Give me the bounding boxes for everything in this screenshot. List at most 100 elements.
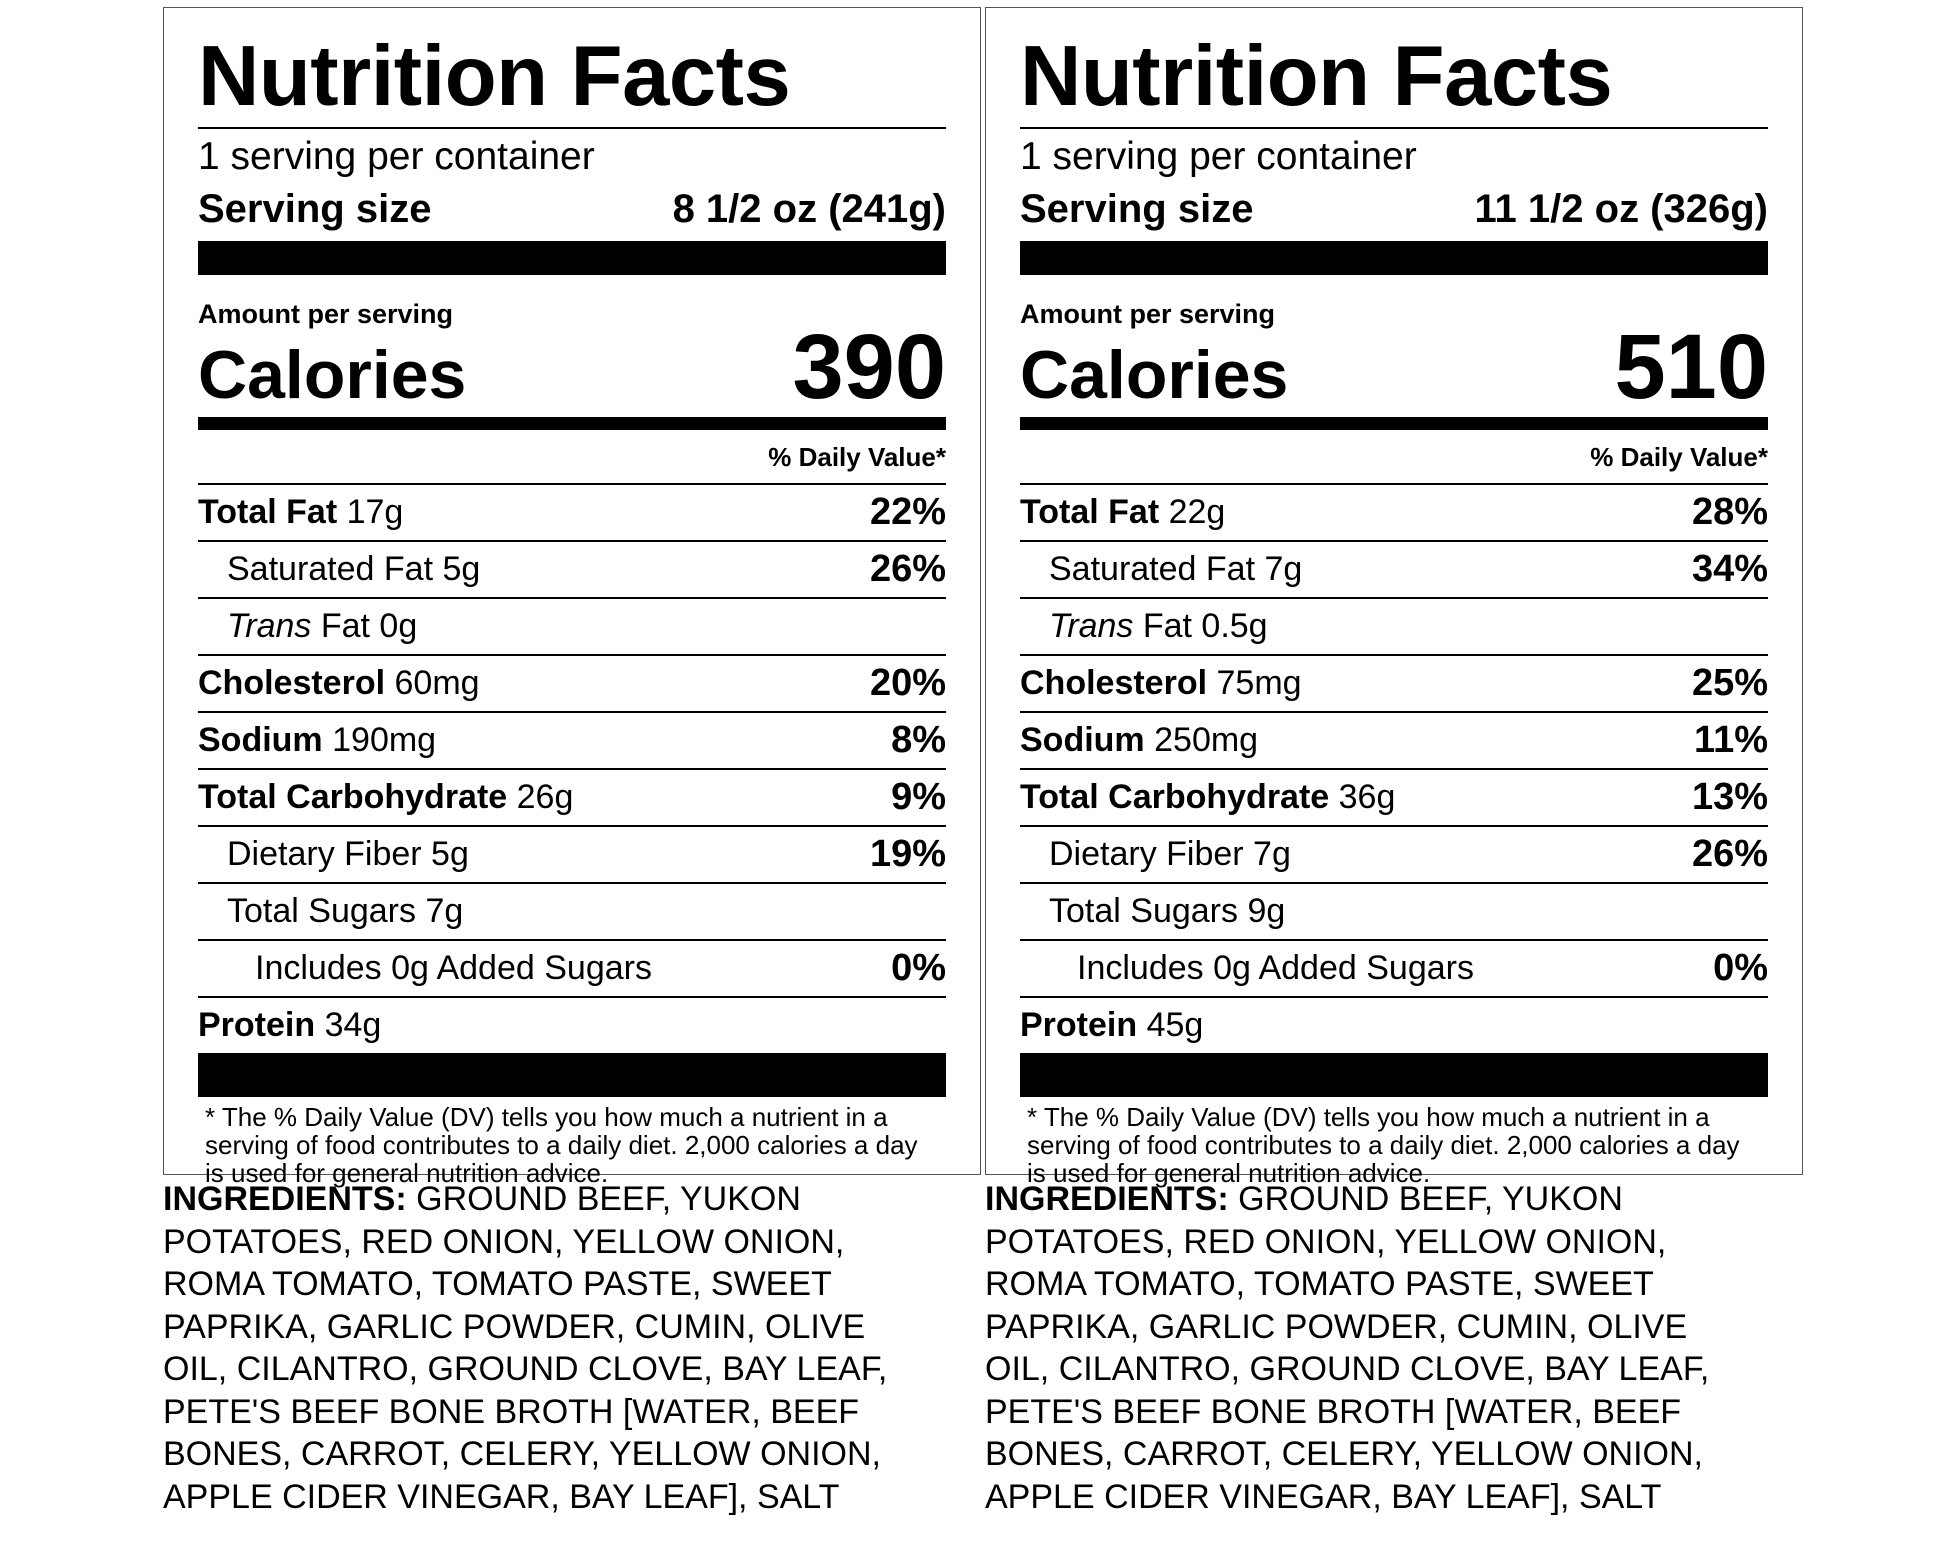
nutrient-dv: 25% (1691, 661, 1768, 704)
divider-bar (1020, 241, 1768, 275)
nutrition-panel-right: Nutrition Facts 1 serving per container … (985, 7, 1803, 1187)
nutrient-row-total-carbohydrate: Total Carbohydrate 26g 9% (198, 770, 946, 827)
servings-per-container: 1 serving per container (1020, 135, 1417, 178)
nutrient-amount: Fat 0g (320, 606, 418, 645)
nutrient-row-dietary-fiber: Dietary Fiber 7g 26% (1020, 827, 1768, 884)
nutrient-dv: 0% (1713, 946, 1768, 989)
nutrient-name: Protein (1020, 1005, 1138, 1044)
serving-size-row: Serving size 8 1/2 oz (241g) (198, 189, 946, 229)
divider-bar (198, 416, 946, 430)
nutrient-row-sodium: Sodium 250mg 11% (1020, 713, 1768, 770)
serving-size-value: 11 1/2 oz (326g) (1474, 187, 1768, 231)
nutrient-name: Total Sugars 9g (1049, 891, 1286, 930)
calories-row: Calories 390 (198, 316, 947, 418)
serving-size-label: Serving size (198, 187, 432, 231)
nutrient-dv: 28% (1691, 490, 1768, 533)
nutrient-amount: 36g (1338, 777, 1396, 816)
label-title: Nutrition Facts (1020, 34, 1768, 129)
divider-bar (198, 1052, 946, 1097)
nutrient-row-protein: Protein 45g (1020, 998, 1768, 1053)
nutrient-amount: 45g (1146, 1005, 1204, 1044)
calories-row: Calories 510 (1020, 316, 1769, 418)
nutrient-dv: 20% (869, 661, 946, 704)
nutrient-name: Total Sugars 7g (227, 891, 464, 930)
nutrient-name: Trans (1049, 606, 1134, 645)
nutrient-amount: 26g (516, 777, 574, 816)
label-title: Nutrition Facts (198, 34, 946, 129)
ingredients-list: INGREDIENTS: GROUND BEEF, YUKON POTATOES… (163, 1178, 903, 1518)
nutrition-label: Nutrition Facts 1 serving per container … (1020, 34, 1768, 1187)
calories-value: 510 (1614, 316, 1769, 418)
calories-value: 390 (792, 316, 947, 418)
nutrient-name: Total Carbohydrate (1020, 777, 1330, 816)
nutrient-name: Cholesterol (1020, 663, 1208, 702)
daily-value-header: % Daily Value* (198, 430, 946, 485)
nutrient-row-added-sugars: Includes 0g Added Sugars 0% (1020, 941, 1768, 998)
nutrient-row-cholesterol: Cholesterol 75mg 25% (1020, 656, 1768, 713)
nutrient-name: Protein (198, 1005, 316, 1044)
nutrient-row-saturated-fat: Saturated Fat 7g 34% (1020, 542, 1768, 599)
ingredients-text: GROUND BEEF, YUKON POTATOES, RED ONION, … (163, 1180, 888, 1516)
amount-per-serving: Amount per serving (1020, 299, 1276, 329)
nutrient-dv: 34% (1691, 547, 1768, 590)
nutrient-row-total-carbohydrate: Total Carbohydrate 36g 13% (1020, 770, 1768, 827)
nutrient-amount: 34g (324, 1005, 382, 1044)
nutrient-row-total-fat: Total Fat 17g 22% (198, 485, 946, 542)
serving-size-row: Serving size 11 1/2 oz (326g) (1020, 189, 1768, 229)
nutrient-amount: 75mg (1216, 663, 1302, 702)
nutrient-name: Trans (227, 606, 312, 645)
nutrient-row-protein: Protein 34g (198, 998, 946, 1053)
nutrient-dv: 9% (891, 775, 946, 818)
ingredients-list: INGREDIENTS: GROUND BEEF, YUKON POTATOES… (985, 1178, 1725, 1518)
nutrient-row-dietary-fiber: Dietary Fiber 5g 19% (198, 827, 946, 884)
nutrient-amount: 22g (1168, 492, 1226, 531)
nutrient-name: Total Fat (198, 492, 338, 531)
nutrient-name: Saturated Fat 5g (227, 549, 481, 588)
serving-size-value: 8 1/2 oz (241g) (672, 187, 946, 231)
nutrient-amount: 190mg (332, 720, 437, 759)
nutrient-name: Sodium (198, 720, 323, 759)
nutrition-panel-left: Nutrition Facts 1 serving per container … (163, 7, 981, 1187)
nutrient-dv: 26% (869, 547, 946, 590)
ingredients-label: INGREDIENTS: (985, 1180, 1229, 1218)
amount-per-serving: Amount per serving (198, 299, 454, 329)
nutrient-row-total-fat: Total Fat 22g 28% (1020, 485, 1768, 542)
nutrient-row-sodium: Sodium 190mg 8% (198, 713, 946, 770)
nutrient-row-added-sugars: Includes 0g Added Sugars 0% (198, 941, 946, 998)
nutrient-amount: 250mg (1154, 720, 1259, 759)
servings-per-container: 1 serving per container (198, 135, 595, 178)
divider-bar (198, 241, 946, 275)
nutrient-row-saturated-fat: Saturated Fat 5g 26% (198, 542, 946, 599)
nutrient-name: Total Carbohydrate (198, 777, 508, 816)
nutrient-name: Dietary Fiber 7g (1049, 834, 1291, 873)
nutrient-dv: 8% (891, 718, 946, 761)
nutrient-name: Cholesterol (198, 663, 386, 702)
nutrient-row-cholesterol: Cholesterol 60mg 20% (198, 656, 946, 713)
nutrient-dv: 26% (1691, 832, 1768, 875)
nutrient-dv: 0% (891, 946, 946, 989)
calories-label: Calories (1020, 336, 1289, 413)
nutrient-amount: 17g (346, 492, 404, 531)
daily-value-footnote: * The % Daily Value (DV) tells you how m… (205, 1101, 918, 1188)
nutrient-name: Includes 0g Added Sugars (1077, 948, 1474, 987)
nutrient-row-trans-fat: Trans Fat 0.5g (1020, 599, 1768, 656)
nutrient-dv: 11% (1694, 718, 1768, 761)
divider-bar (1020, 1052, 1768, 1097)
nutrient-name: Total Fat (1020, 492, 1160, 531)
nutrient-name: Saturated Fat 7g (1049, 549, 1303, 588)
nutrient-dv: 19% (869, 832, 946, 875)
ingredients-text: GROUND BEEF, YUKON POTATOES, RED ONION, … (985, 1180, 1710, 1516)
nutrient-name: Dietary Fiber 5g (227, 834, 469, 873)
nutrient-row-total-sugars: Total Sugars 7g (198, 884, 946, 941)
nutrient-name: Sodium (1020, 720, 1145, 759)
nutrient-row-trans-fat: Trans Fat 0g (198, 599, 946, 656)
nutrient-dv: 13% (1691, 775, 1768, 818)
ingredients-label: INGREDIENTS: (163, 1180, 407, 1218)
nutrient-name: Includes 0g Added Sugars (255, 948, 652, 987)
nutrient-amount: Fat 0.5g (1142, 606, 1268, 645)
daily-value-footnote: * The % Daily Value (DV) tells you how m… (1027, 1101, 1740, 1188)
nutrient-dv: 22% (869, 490, 946, 533)
calories-label: Calories (198, 336, 467, 413)
nutrient-amount: 60mg (394, 663, 480, 702)
daily-value-header: % Daily Value* (1020, 430, 1768, 485)
